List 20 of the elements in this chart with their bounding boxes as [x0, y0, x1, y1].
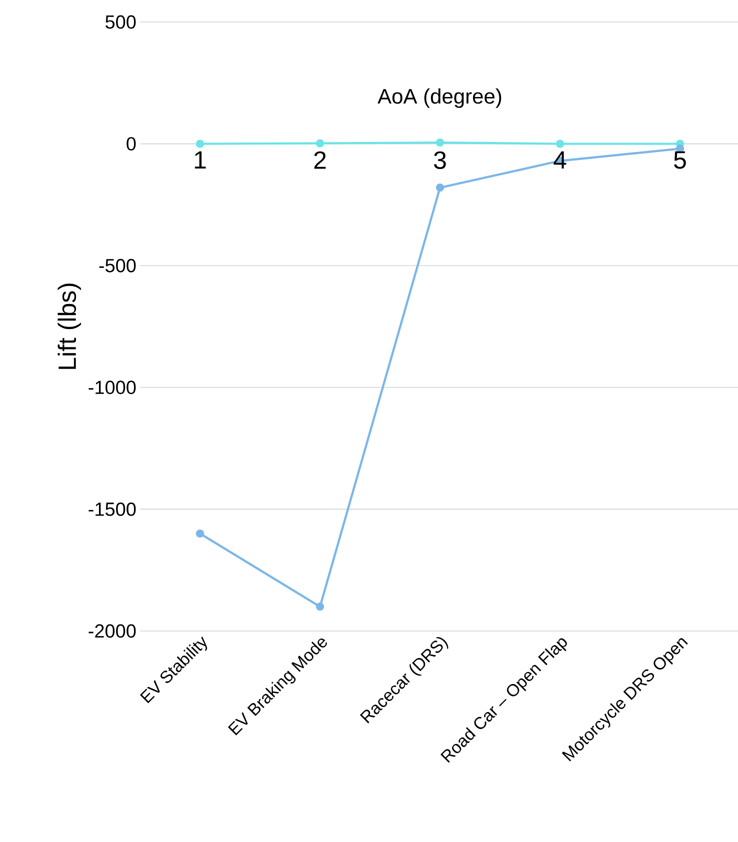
point	[196, 140, 204, 148]
y-tick-label: 0	[126, 137, 136, 151]
point	[556, 140, 564, 148]
point	[316, 139, 324, 148]
x2-axis-title: AoA (degree)	[378, 88, 502, 108]
point	[436, 184, 444, 192]
x2-tick-label: 1	[194, 151, 206, 169]
y-axis-title: Lift (lbs)	[58, 284, 82, 369]
point	[436, 138, 444, 147]
x2-tick-label: 2	[314, 151, 326, 169]
y-tick-label: -2000	[88, 624, 136, 638]
y-tick-label: -1500	[88, 502, 136, 516]
x2-tick-label: 3	[434, 151, 446, 170]
y-tick-label: -500	[99, 258, 136, 272]
point	[196, 529, 204, 538]
point	[316, 602, 324, 611]
x2-tick-label: 5	[674, 151, 686, 169]
y-tick-label: 500	[106, 15, 136, 29]
x2-tick-label: 4	[554, 151, 566, 169]
y-tick-label: -1000	[88, 380, 136, 394]
